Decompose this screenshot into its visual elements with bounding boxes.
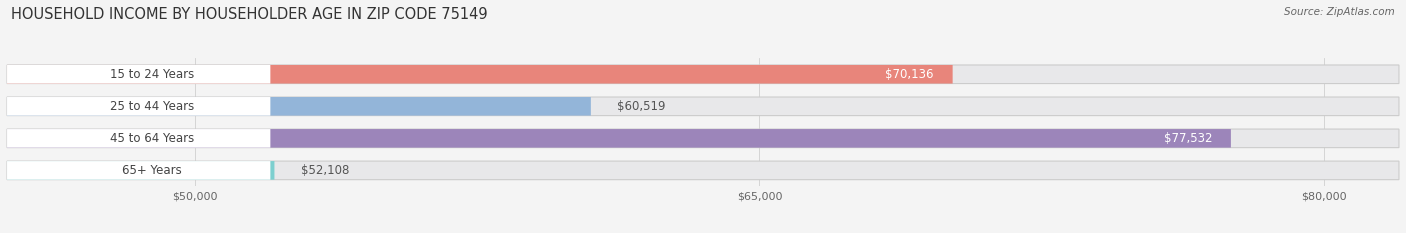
Text: $60,519: $60,519 [617,100,665,113]
Text: $70,136: $70,136 [886,68,934,81]
Text: 45 to 64 Years: 45 to 64 Years [110,132,194,145]
FancyBboxPatch shape [7,65,953,84]
FancyBboxPatch shape [7,97,1399,116]
Text: 65+ Years: 65+ Years [122,164,181,177]
FancyBboxPatch shape [7,161,270,180]
Text: $77,532: $77,532 [1164,132,1212,145]
Text: 25 to 44 Years: 25 to 44 Years [110,100,194,113]
FancyBboxPatch shape [7,161,1399,180]
FancyBboxPatch shape [7,97,270,116]
Text: HOUSEHOLD INCOME BY HOUSEHOLDER AGE IN ZIP CODE 75149: HOUSEHOLD INCOME BY HOUSEHOLDER AGE IN Z… [11,7,488,22]
Text: 15 to 24 Years: 15 to 24 Years [110,68,194,81]
FancyBboxPatch shape [7,65,1399,84]
FancyBboxPatch shape [7,129,270,148]
FancyBboxPatch shape [7,161,274,180]
Text: Source: ZipAtlas.com: Source: ZipAtlas.com [1284,7,1395,17]
FancyBboxPatch shape [7,129,1399,148]
FancyBboxPatch shape [7,65,270,84]
Text: $52,108: $52,108 [301,164,349,177]
FancyBboxPatch shape [7,97,591,116]
FancyBboxPatch shape [7,129,1230,148]
